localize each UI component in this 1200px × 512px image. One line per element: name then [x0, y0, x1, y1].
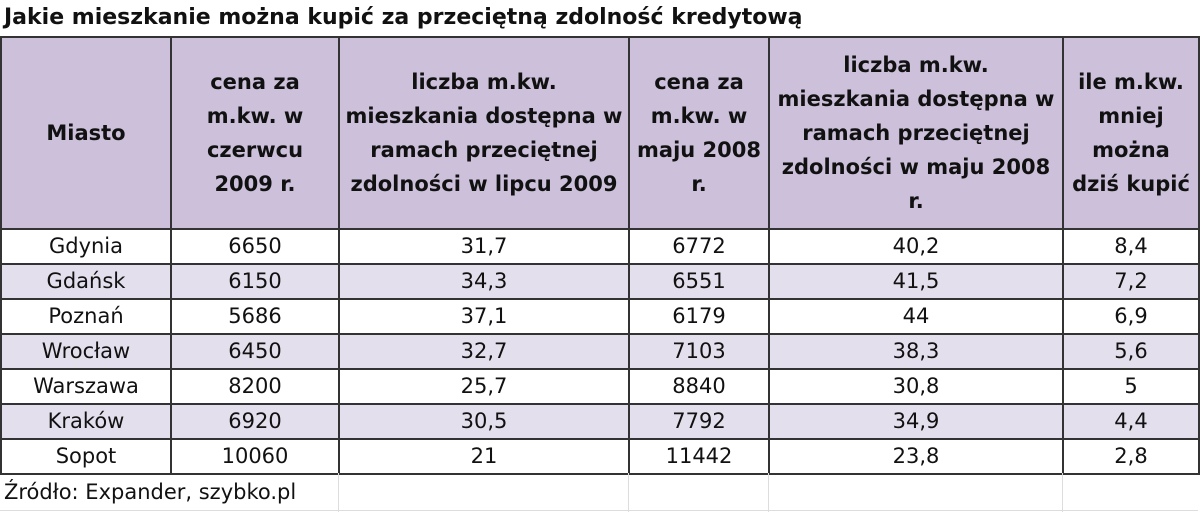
- value-cell: 5,6: [1062, 333, 1200, 370]
- city-cell: Sopot: [0, 438, 172, 475]
- value-cell: 32,7: [338, 333, 630, 370]
- grid: [338, 473, 339, 512]
- column-header: Miasto: [0, 36, 172, 230]
- city-cell: Gdynia: [0, 228, 172, 265]
- table-row: Gdynia 6650 31,7 6772 40,2 8,4: [0, 228, 1200, 265]
- source-row: Źródło: Expander, szybko.pl: [0, 473, 1198, 512]
- column-header: ile m.kw. mniej można dziś kupić: [1062, 36, 1200, 230]
- grid: [628, 473, 629, 512]
- value-cell: 23,8: [768, 438, 1064, 475]
- value-cell: 30,5: [338, 403, 630, 440]
- value-cell: 6179: [628, 298, 770, 335]
- header-row: Miasto cena za m.kw. w czerwcu 2009 r. lic…: [0, 36, 1200, 230]
- value-cell: 7103: [628, 333, 770, 370]
- value-cell: 44: [768, 298, 1064, 335]
- source-note: Źródło: Expander, szybko.pl: [4, 480, 297, 504]
- value-cell: 6920: [170, 403, 340, 440]
- value-cell: 10060: [170, 438, 340, 475]
- column-header: cena za m.kw. w maju 2008 r.: [628, 36, 770, 230]
- value-cell: 8840: [628, 368, 770, 405]
- value-cell: 34,9: [768, 403, 1064, 440]
- grid: [1062, 473, 1063, 512]
- grid: [0, 510, 1198, 511]
- value-cell: 30,8: [768, 368, 1064, 405]
- city-cell: Poznań: [0, 298, 172, 335]
- table-row: Wrocław 6450 32,7 7103 38,3 5,6: [0, 333, 1200, 370]
- city-cell: Wrocław: [0, 333, 172, 370]
- table-row: Gdańsk 6150 34,3 6551 41,5 7,2: [0, 263, 1200, 300]
- value-cell: 7792: [628, 403, 770, 440]
- column-header: liczba m.kw. mieszkania dostępna w ramac…: [768, 36, 1064, 230]
- city-cell: Kraków: [0, 403, 172, 440]
- value-cell: 34,3: [338, 263, 630, 300]
- column-header: cena za m.kw. w czerwcu 2009 r.: [170, 36, 340, 230]
- table-row: Sopot 10060 21 11442 23,8 2,8: [0, 438, 1200, 475]
- value-cell: 40,2: [768, 228, 1064, 265]
- table-row: Poznań 5686 37,1 6179 44 6,9: [0, 298, 1200, 335]
- value-cell: 8200: [170, 368, 340, 405]
- grid: [768, 473, 769, 512]
- value-cell: 38,3: [768, 333, 1064, 370]
- value-cell: 41,5: [768, 263, 1064, 300]
- value-cell: 11442: [628, 438, 770, 475]
- value-cell: 37,1: [338, 298, 630, 335]
- data-table: Miasto cena za m.kw. w czerwcu 2009 r. lic…: [0, 36, 1200, 475]
- value-cell: 25,7: [338, 368, 630, 405]
- table-row: Kraków 6920 30,5 7792 34,9 4,4: [0, 403, 1200, 440]
- value-cell: 6650: [170, 228, 340, 265]
- value-cell: 7,2: [1062, 263, 1200, 300]
- value-cell: 21: [338, 438, 630, 475]
- value-cell: 6450: [170, 333, 340, 370]
- value-cell: 8,4: [1062, 228, 1200, 265]
- value-cell: 6772: [628, 228, 770, 265]
- table-row: Warszawa 8200 25,7 8840 30,8 5: [0, 368, 1200, 405]
- value-cell: 5: [1062, 368, 1200, 405]
- table-title: Jakie mieszkanie można kupić za przecięt…: [4, 5, 803, 30]
- city-cell: Warszawa: [0, 368, 172, 405]
- column-header: liczba m.kw. mieszkania dostępna w ramac…: [338, 36, 630, 230]
- value-cell: 6150: [170, 263, 340, 300]
- value-cell: 2,8: [1062, 438, 1200, 475]
- value-cell: 6551: [628, 263, 770, 300]
- value-cell: 4,4: [1062, 403, 1200, 440]
- city-cell: Gdańsk: [0, 263, 172, 300]
- value-cell: 31,7: [338, 228, 630, 265]
- value-cell: 5686: [170, 298, 340, 335]
- value-cell: 6,9: [1062, 298, 1200, 335]
